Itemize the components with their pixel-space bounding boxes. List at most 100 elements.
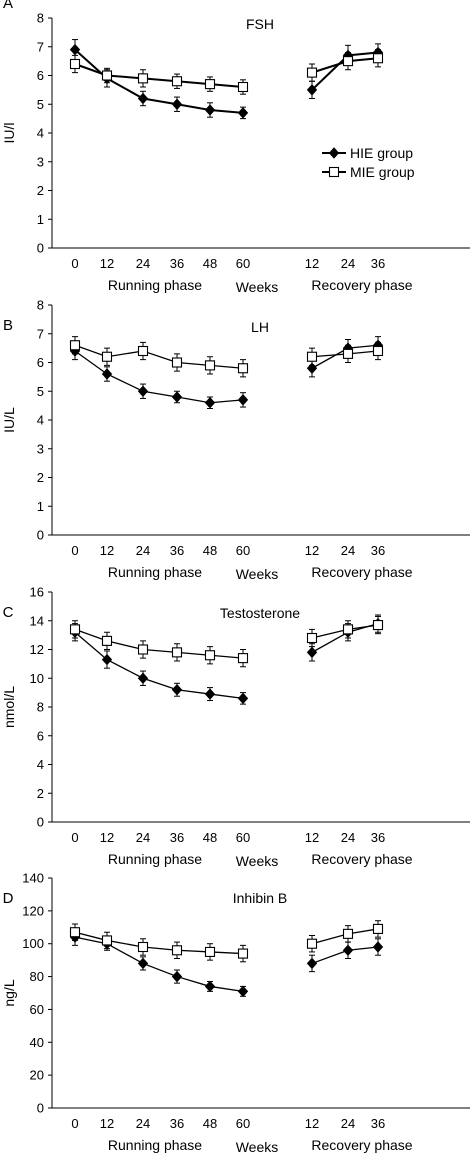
- x-tick-label: 0: [71, 543, 78, 558]
- y-axis-label: IU/L: [1, 407, 17, 433]
- x-tick-label: 36: [371, 830, 385, 845]
- data-point-hie: [171, 684, 183, 696]
- data-point-mie: [69, 58, 81, 70]
- series-line-mie-running: [74, 344, 244, 369]
- chart-title: FSH: [246, 16, 274, 32]
- x-tick-label: 60: [236, 543, 250, 558]
- data-point-hie: [69, 43, 81, 56]
- y-tick-label: 80: [30, 969, 44, 984]
- y-axis-label: ng/L: [1, 979, 17, 1006]
- data-point-hie: [237, 692, 249, 705]
- x-tick-label: 12: [305, 830, 319, 845]
- x-tick-label: 24: [341, 1116, 355, 1131]
- chart-title: Inhibin B: [233, 890, 287, 906]
- x-tick-label: 60: [236, 830, 250, 845]
- y-tick-label: 5: [37, 384, 44, 399]
- data-point-hie: [342, 944, 354, 957]
- data-point-hie: [306, 84, 318, 96]
- legend-marker-hie: [328, 147, 340, 159]
- data-point-mie: [171, 647, 183, 658]
- x-tick-label: 0: [71, 1116, 78, 1131]
- y-tick-label: 140: [22, 871, 44, 886]
- y-tick-label: 20: [30, 1068, 44, 1083]
- data-point-hie: [306, 646, 318, 659]
- y-tick-label: 0: [37, 815, 44, 830]
- x-tick-label: 48: [203, 1116, 217, 1131]
- data-point-mie: [372, 345, 384, 357]
- y-tick-label: 4: [37, 757, 44, 772]
- y-tick-label: 8: [37, 11, 44, 26]
- data-point-hie: [137, 957, 149, 970]
- x-group-label: Recovery phase: [311, 851, 412, 867]
- y-tick-label: 0: [37, 241, 44, 256]
- x-tick-label: 36: [371, 1116, 385, 1131]
- y-tick-label: 2: [37, 183, 44, 198]
- y-tick-label: 6: [37, 728, 44, 743]
- data-point-mie: [69, 927, 81, 938]
- x-tick-label: 24: [341, 830, 355, 845]
- data-point-hie: [171, 98, 183, 110]
- chart-title: LH: [251, 319, 269, 335]
- data-point-mie: [101, 935, 113, 946]
- x-tick-label: 48: [203, 830, 217, 845]
- data-point-mie: [204, 946, 216, 957]
- data-point-mie: [204, 360, 216, 371]
- x-group-label: Recovery phase: [311, 564, 412, 580]
- y-tick-label: 2: [37, 470, 44, 485]
- panel-label: B: [3, 317, 13, 334]
- y-tick-label: 6: [37, 355, 44, 370]
- y-tick-label: 10: [30, 671, 44, 686]
- x-group-label: Weeks: [236, 1139, 279, 1155]
- x-tick-label: 12: [100, 830, 114, 845]
- series-line-hie-running: [74, 936, 244, 992]
- y-tick-label: 16: [30, 585, 44, 600]
- x-group-label: Running phase: [108, 564, 202, 580]
- data-point-mie: [101, 70, 113, 81]
- x-tick-label: 12: [100, 543, 114, 558]
- x-tick-label: 36: [371, 543, 385, 558]
- data-point-mie: [69, 624, 81, 635]
- x-group-label: Recovery phase: [311, 1137, 412, 1153]
- y-axis-label: nmol/L: [1, 686, 17, 728]
- y-tick-label: 8: [37, 700, 44, 715]
- x-tick-label: 24: [136, 256, 150, 271]
- y-tick-label: 3: [37, 154, 44, 169]
- y-tick-label: 0: [37, 528, 44, 543]
- x-tick-label: 24: [341, 543, 355, 558]
- data-point-mie: [137, 941, 149, 953]
- y-tick-label: 14: [30, 613, 44, 628]
- data-point-mie: [306, 351, 318, 362]
- x-tick-label: 12: [305, 1116, 319, 1131]
- series-line-mie-running: [74, 931, 244, 955]
- x-tick-label: 0: [71, 256, 78, 271]
- x-tick-label: 36: [170, 256, 184, 271]
- panel-label: A: [3, 0, 13, 12]
- series-line-mie-running: [74, 628, 244, 659]
- y-tick-label: 3: [37, 441, 44, 456]
- y-tick-label: 60: [30, 1002, 44, 1017]
- data-point-mie: [372, 620, 384, 631]
- data-point-hie: [137, 385, 149, 397]
- x-tick-label: 36: [371, 256, 385, 271]
- y-tick-label: 7: [37, 326, 44, 341]
- data-point-hie: [372, 941, 384, 953]
- y-tick-label: 4: [37, 126, 44, 141]
- data-point-hie: [171, 970, 183, 983]
- data-point-mie: [69, 340, 81, 351]
- data-point-mie: [237, 81, 249, 93]
- y-tick-label: 5: [37, 97, 44, 112]
- data-point-hie: [237, 985, 249, 998]
- data-point-mie: [237, 948, 249, 959]
- series-line-hie-running: [74, 631, 244, 700]
- data-point-mie: [137, 73, 149, 84]
- data-point-mie: [237, 363, 249, 374]
- x-tick-label: 0: [71, 830, 78, 845]
- data-point-mie: [342, 624, 354, 635]
- data-point-hie: [237, 394, 249, 406]
- legend-label-mie: MIE group: [350, 164, 415, 180]
- legend-marker-mie: [328, 166, 340, 178]
- x-tick-label: 60: [236, 1116, 250, 1131]
- x-group-label: Weeks: [236, 566, 279, 582]
- y-tick-label: 12: [30, 642, 44, 657]
